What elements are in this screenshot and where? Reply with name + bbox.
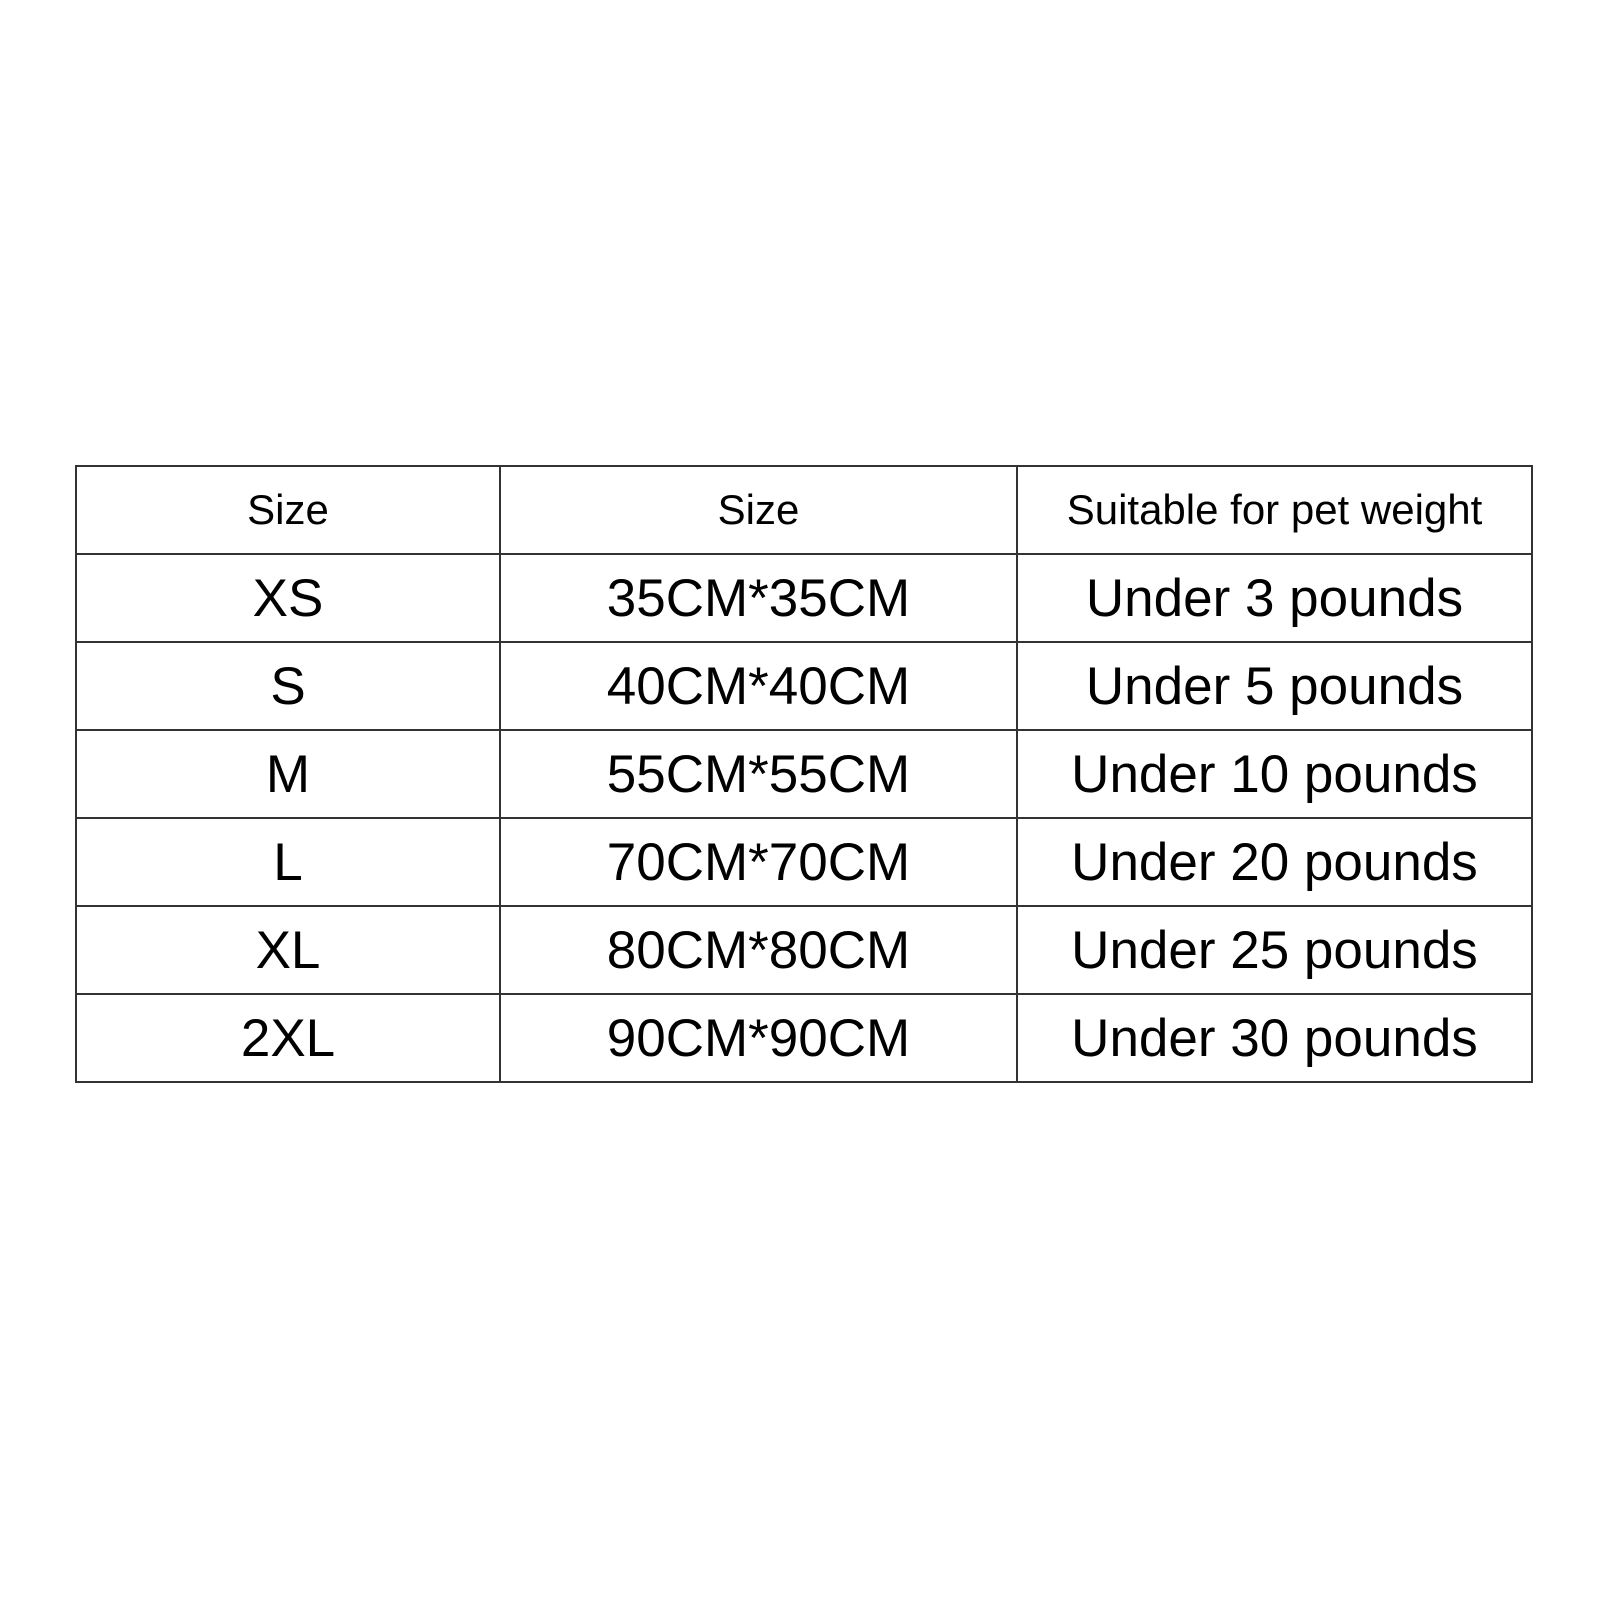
weight-cell: Under 3 pounds [1016,553,1533,643]
dimensions-cell: 35CM*35CM [499,553,1018,643]
table-row: S 40CM*40CM Under 5 pounds [75,641,1533,731]
weight-cell: Under 20 pounds [1016,817,1533,907]
weight-cell: Under 10 pounds [1016,729,1533,819]
dimensions-cell: 55CM*55CM [499,729,1018,819]
header-row: Size Size Suitable for pet weight [75,465,1533,555]
header-pet-weight: Suitable for pet weight [1016,465,1533,555]
weight-cell: Under 5 pounds [1016,641,1533,731]
table-row: M 55CM*55CM Under 10 pounds [75,729,1533,819]
weight-cell: Under 30 pounds [1016,993,1533,1083]
size-cell: XL [75,905,501,995]
header-dimensions: Size [499,465,1018,555]
table-row: 2XL 90CM*90CM Under 30 pounds [75,993,1533,1083]
size-chart-table: Size Size Suitable for pet weight XS 35CM… [75,465,1533,1083]
weight-cell: Under 25 pounds [1016,905,1533,995]
size-cell: L [75,817,501,907]
size-cell: 2XL [75,993,501,1083]
size-cell: S [75,641,501,731]
size-cell: XS [75,553,501,643]
table-row: XL 80CM*80CM Under 25 pounds [75,905,1533,995]
dimensions-cell: 40CM*40CM [499,641,1018,731]
dimensions-cell: 70CM*70CM [499,817,1018,907]
table-row: L 70CM*70CM Under 20 pounds [75,817,1533,907]
header-size-label: Size [75,465,501,555]
table-row: XS 35CM*35CM Under 3 pounds [75,553,1533,643]
dimensions-cell: 80CM*80CM [499,905,1018,995]
dimensions-cell: 90CM*90CM [499,993,1018,1083]
size-cell: M [75,729,501,819]
